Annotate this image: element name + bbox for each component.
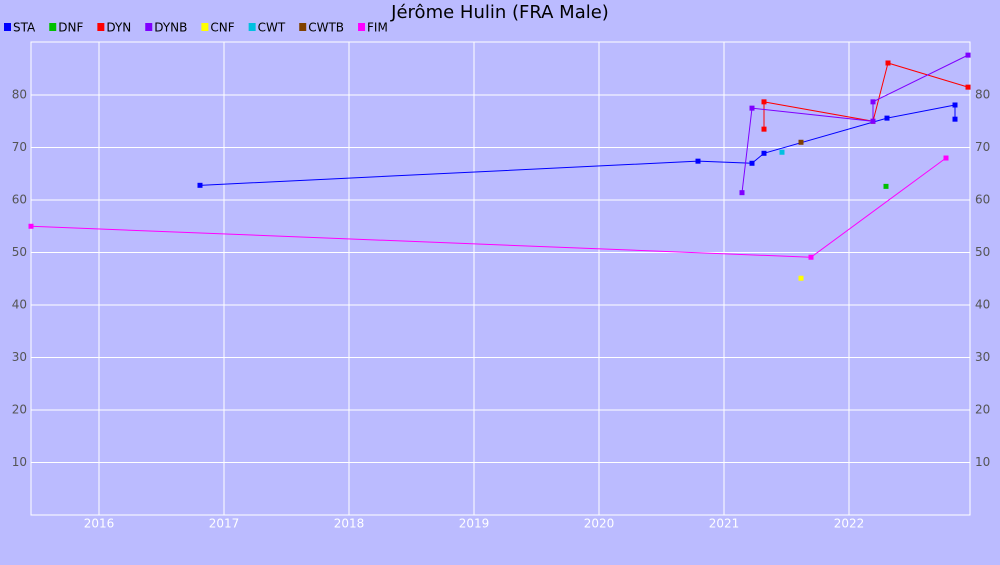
data-point [779, 149, 785, 155]
legend-swatch [299, 23, 307, 31]
y-tick-label: 40 [12, 298, 27, 312]
y2-tick-label: 20 [975, 403, 990, 417]
data-point [870, 99, 876, 105]
legend-label: STA [13, 21, 36, 35]
legend-label: FIM [367, 21, 388, 35]
data-point [695, 158, 701, 164]
y-tick-label: 20 [12, 403, 27, 417]
data-point [739, 190, 745, 196]
data-point [749, 160, 755, 166]
data-point [761, 126, 767, 132]
y2-tick-label: 60 [975, 193, 990, 207]
legend-label: CWTB [308, 21, 344, 35]
data-point [798, 139, 804, 145]
legend-label: DYNB [154, 21, 187, 35]
y-tick-label: 10 [12, 455, 27, 469]
legend-swatch [145, 23, 153, 31]
legend-swatch [201, 23, 209, 31]
x-tick-label: 2017 [209, 517, 240, 531]
legend-label: CWT [258, 21, 286, 35]
data-point [965, 52, 971, 58]
data-point [885, 60, 891, 66]
data-point [28, 223, 34, 229]
data-point [884, 115, 890, 121]
legend-swatch [97, 23, 105, 31]
legend-swatch [49, 23, 57, 31]
data-point [943, 155, 949, 161]
x-tick-label: 2021 [709, 517, 740, 531]
data-point [798, 275, 804, 281]
legend-swatch [358, 23, 366, 31]
data-point [952, 102, 958, 108]
x-tick-label: 2022 [834, 517, 865, 531]
data-point [749, 105, 755, 111]
x-tick-label: 2018 [334, 517, 365, 531]
legend-label: DNF [58, 21, 83, 35]
y-tick-label: 50 [12, 245, 27, 259]
data-point [197, 182, 203, 188]
y2-tick-label: 10 [975, 455, 990, 469]
legend-swatch [4, 23, 11, 31]
data-point [883, 183, 889, 189]
y2-tick-label: 80 [975, 88, 990, 102]
legend-swatch [248, 23, 256, 31]
y-tick-label: 80 [12, 88, 27, 102]
legend-label: DYN [106, 21, 131, 35]
y2-tick-label: 40 [975, 298, 990, 312]
data-point [965, 84, 971, 90]
x-tick-label: 2020 [584, 517, 615, 531]
plot-frame [30, 41, 971, 516]
data-point [808, 254, 814, 260]
data-point [870, 118, 876, 124]
x-tick-label: 2016 [84, 517, 115, 531]
y-tick-label: 70 [12, 140, 27, 154]
legend-label: CNF [210, 21, 234, 35]
data-point [952, 116, 958, 122]
y-tick-label: 30 [12, 350, 27, 364]
y-tick-label: 60 [12, 193, 27, 207]
data-point [761, 150, 767, 156]
y2-tick-label: 50 [975, 245, 990, 259]
data-point [761, 99, 767, 105]
y2-tick-label: 70 [975, 140, 990, 154]
y2-tick-label: 30 [975, 350, 990, 364]
x-tick-label: 2019 [459, 517, 490, 531]
chart-title: Jérôme Hulin (FRA Male) [390, 2, 609, 23]
